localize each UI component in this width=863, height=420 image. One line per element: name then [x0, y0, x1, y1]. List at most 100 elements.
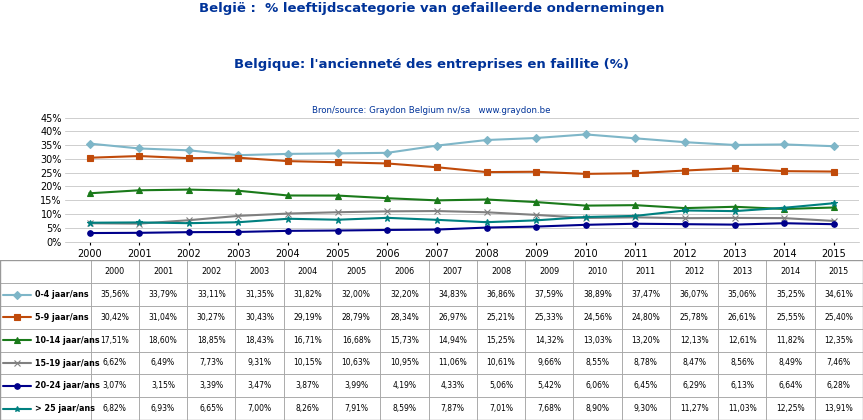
Text: 35,06%: 35,06%	[728, 290, 757, 299]
Text: België :  % leeftijdscategorie van gefailleerde ondernemingen: België : % leeftijdscategorie van gefail…	[198, 2, 665, 15]
Text: 5,06%: 5,06%	[488, 381, 513, 390]
Text: 35,25%: 35,25%	[776, 290, 805, 299]
Bar	[525, 397, 573, 420]
Bar	[0, 352, 91, 374]
Bar	[284, 306, 332, 329]
Bar	[670, 306, 718, 329]
Text: 6,62%: 6,62%	[103, 359, 127, 368]
Text: 8,55%: 8,55%	[585, 359, 609, 368]
Text: 9,31%: 9,31%	[248, 359, 272, 368]
Text: 12,25%: 12,25%	[777, 404, 805, 413]
Bar	[815, 306, 863, 329]
Bar	[187, 283, 236, 306]
Text: 13,20%: 13,20%	[632, 336, 660, 345]
Bar	[815, 352, 863, 374]
Bar	[236, 283, 284, 306]
Bar	[187, 352, 236, 374]
Text: 3,39%: 3,39%	[199, 381, 224, 390]
Bar	[284, 283, 332, 306]
Text: 11,06%: 11,06%	[438, 359, 467, 368]
Bar	[573, 397, 621, 420]
Text: 11,27%: 11,27%	[680, 404, 709, 413]
Text: 0-4 jaar/ans: 0-4 jaar/ans	[35, 290, 88, 299]
Bar	[187, 329, 236, 352]
Text: 32,00%: 32,00%	[342, 290, 370, 299]
Bar	[766, 260, 815, 283]
Text: 6,29%: 6,29%	[682, 381, 706, 390]
Bar	[476, 306, 525, 329]
Text: 8,49%: 8,49%	[778, 359, 803, 368]
Text: 31,82%: 31,82%	[293, 290, 322, 299]
Bar	[766, 374, 815, 397]
Bar	[815, 260, 863, 283]
Bar	[187, 397, 236, 420]
Text: 37,47%: 37,47%	[631, 290, 660, 299]
Bar	[670, 352, 718, 374]
Bar	[236, 397, 284, 420]
Bar	[766, 352, 815, 374]
Bar	[236, 306, 284, 329]
Bar	[332, 283, 381, 306]
Text: 13,91%: 13,91%	[824, 404, 854, 413]
Text: 6,28%: 6,28%	[827, 381, 851, 390]
Bar	[0, 260, 91, 283]
Bar	[815, 283, 863, 306]
Text: 2012: 2012	[683, 267, 704, 276]
Bar	[332, 260, 381, 283]
Text: 35,56%: 35,56%	[100, 290, 129, 299]
Bar	[139, 329, 187, 352]
Bar	[429, 352, 476, 374]
Text: 7,46%: 7,46%	[827, 359, 851, 368]
Text: 7,00%: 7,00%	[248, 404, 272, 413]
Text: 36,07%: 36,07%	[679, 290, 709, 299]
Text: 2004: 2004	[298, 267, 318, 276]
Bar	[236, 260, 284, 283]
Bar	[139, 352, 187, 374]
Bar	[332, 306, 381, 329]
Bar	[0, 329, 91, 352]
Bar	[381, 374, 429, 397]
Text: 7,87%: 7,87%	[441, 404, 464, 413]
Text: 18,85%: 18,85%	[197, 336, 225, 345]
Text: 26,97%: 26,97%	[438, 313, 467, 322]
Bar	[236, 374, 284, 397]
Text: 10,15%: 10,15%	[293, 359, 322, 368]
Text: 6,82%: 6,82%	[103, 404, 127, 413]
Text: 2008: 2008	[491, 267, 511, 276]
Text: 6,65%: 6,65%	[199, 404, 224, 413]
Text: 3,87%: 3,87%	[296, 381, 320, 390]
Bar	[525, 329, 573, 352]
Bar	[139, 260, 187, 283]
Text: 2007: 2007	[443, 267, 463, 276]
Bar	[91, 283, 139, 306]
Text: 2014: 2014	[780, 267, 801, 276]
Bar	[718, 283, 766, 306]
Bar	[139, 306, 187, 329]
Bar	[91, 397, 139, 420]
Text: 8,56%: 8,56%	[730, 359, 754, 368]
Text: 31,35%: 31,35%	[245, 290, 274, 299]
Text: 2006: 2006	[394, 267, 414, 276]
Text: 25,40%: 25,40%	[824, 313, 854, 322]
Text: 16,68%: 16,68%	[342, 336, 370, 345]
Bar	[381, 397, 429, 420]
Text: Bron/source: Graydon Belgium nv/sa   www.graydon.be: Bron/source: Graydon Belgium nv/sa www.g…	[312, 106, 551, 115]
Bar	[381, 260, 429, 283]
Bar	[381, 283, 429, 306]
Text: 8,59%: 8,59%	[393, 404, 416, 413]
Bar	[621, 397, 670, 420]
Bar	[236, 329, 284, 352]
Bar	[429, 329, 476, 352]
Bar	[670, 329, 718, 352]
Text: 6,06%: 6,06%	[585, 381, 609, 390]
Text: 30,42%: 30,42%	[100, 313, 129, 322]
Text: 4,19%: 4,19%	[393, 381, 416, 390]
Bar	[766, 283, 815, 306]
Bar	[718, 397, 766, 420]
Text: 6,13%: 6,13%	[730, 381, 754, 390]
Text: 7,01%: 7,01%	[489, 404, 513, 413]
Text: 7,91%: 7,91%	[344, 404, 369, 413]
Text: 7,68%: 7,68%	[538, 404, 561, 413]
Bar	[139, 374, 187, 397]
Bar	[573, 260, 621, 283]
